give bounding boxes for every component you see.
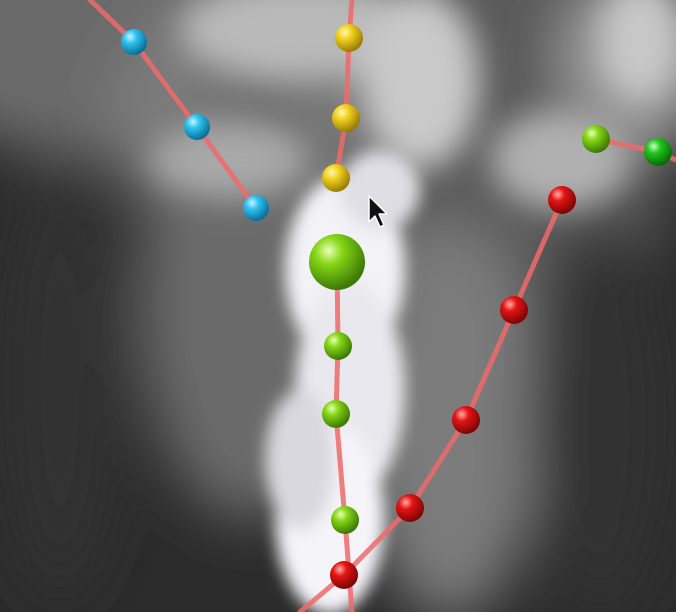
green-waypoint[interactable]	[322, 400, 350, 428]
cyan-waypoint[interactable]	[121, 29, 147, 55]
green-top-track-markers	[582, 125, 672, 166]
yellow-waypoint[interactable]	[335, 24, 363, 52]
red-waypoint[interactable]	[330, 561, 358, 589]
yellow-track-line	[333, 0, 355, 181]
cyan-track-markers	[121, 29, 269, 221]
green-center-track-markers	[309, 234, 365, 534]
mouse-pointer-icon	[368, 195, 388, 228]
green-waypoint[interactable]	[644, 138, 672, 166]
red-waypoint[interactable]	[452, 406, 480, 434]
green-waypoint[interactable]	[324, 332, 352, 360]
selected-waypoint[interactable]	[309, 234, 365, 290]
cyan-waypoint[interactable]	[184, 114, 210, 140]
cyan-track-line	[87, 0, 259, 211]
yellow-waypoint[interactable]	[322, 164, 350, 192]
red-waypoint[interactable]	[500, 296, 528, 324]
green-waypoint[interactable]	[331, 506, 359, 534]
yellow-track-markers	[322, 24, 363, 192]
cyan-waypoint[interactable]	[243, 195, 269, 221]
green-waypoint[interactable]	[582, 125, 610, 153]
red-track-markers	[330, 186, 576, 589]
yellow-waypoint[interactable]	[332, 104, 360, 132]
red-waypoint[interactable]	[548, 186, 576, 214]
red-waypoint[interactable]	[396, 494, 424, 522]
